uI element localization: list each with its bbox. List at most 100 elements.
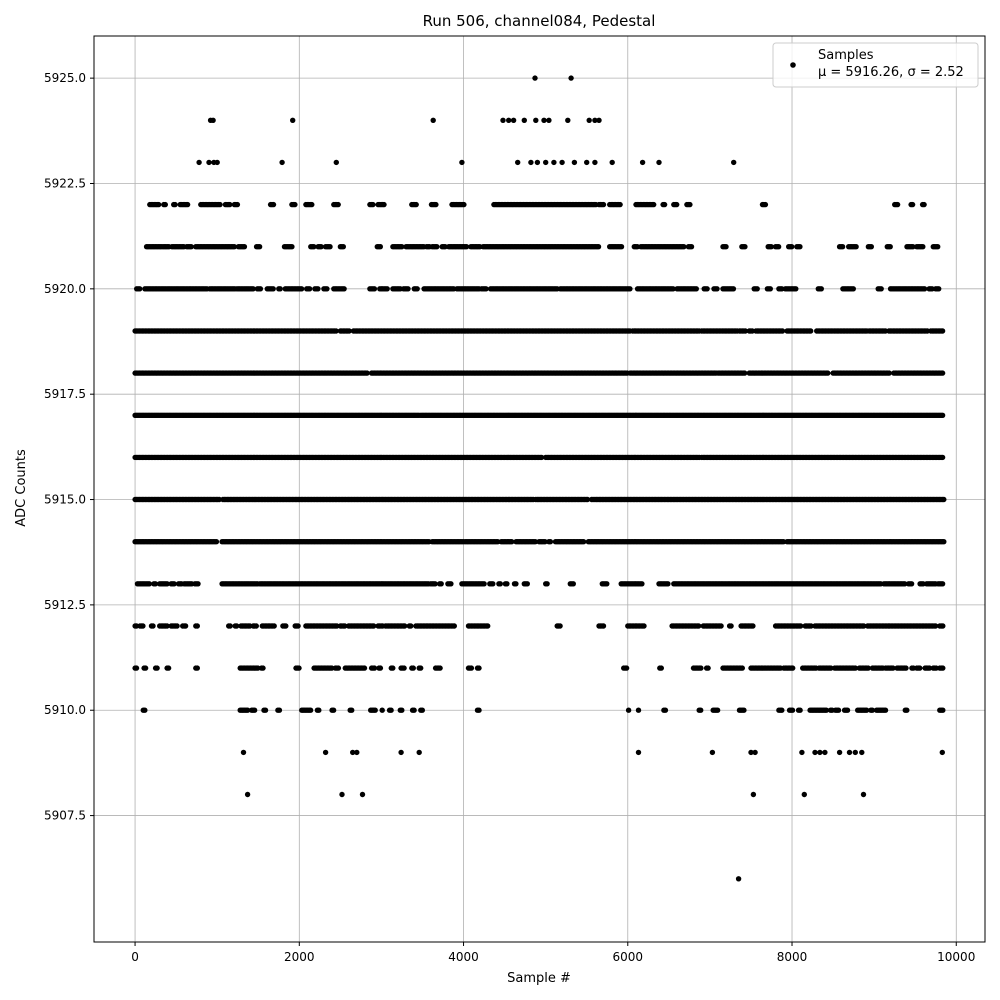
data-point xyxy=(370,201,376,208)
data-point xyxy=(797,244,803,250)
data-point xyxy=(627,286,633,292)
data-point xyxy=(433,201,439,208)
data-point xyxy=(483,286,489,292)
data-point xyxy=(260,665,266,671)
data-point xyxy=(861,623,867,629)
data-point xyxy=(292,201,298,208)
data-point xyxy=(762,201,769,208)
data-point xyxy=(414,286,420,292)
data-point xyxy=(941,496,947,503)
data-point xyxy=(195,581,201,587)
data-point xyxy=(371,286,378,292)
data-point xyxy=(256,244,263,250)
data-point xyxy=(754,286,760,292)
data-point xyxy=(309,201,315,208)
data-point xyxy=(825,370,831,376)
data-point xyxy=(878,286,884,292)
data-point xyxy=(311,244,317,250)
data-point xyxy=(793,286,799,292)
data-point xyxy=(448,581,454,587)
data-point xyxy=(600,201,607,208)
data-point xyxy=(162,201,168,208)
data-point xyxy=(497,581,503,587)
data-point xyxy=(381,201,387,208)
data-point xyxy=(767,286,773,292)
data-point xyxy=(468,665,475,671)
data-point xyxy=(270,201,277,208)
data-point xyxy=(742,370,748,376)
data-point xyxy=(156,201,162,208)
data-point xyxy=(164,581,170,587)
data-point xyxy=(140,623,146,629)
data-point xyxy=(490,581,496,587)
data-point xyxy=(730,286,737,292)
data-point xyxy=(335,665,342,671)
data-point xyxy=(295,623,301,629)
data-point xyxy=(908,581,915,587)
data-point xyxy=(779,328,786,334)
data-point xyxy=(544,581,550,587)
data-point xyxy=(142,665,149,671)
data-point xyxy=(384,286,390,292)
data-point xyxy=(513,581,519,587)
data-point xyxy=(371,623,377,629)
data-point xyxy=(750,623,756,629)
data-point xyxy=(171,581,177,587)
data-point xyxy=(940,623,946,629)
data-point xyxy=(939,454,946,461)
data-point xyxy=(461,201,467,208)
data-point xyxy=(434,244,440,250)
data-point xyxy=(227,201,233,208)
data-point xyxy=(693,286,699,292)
data-point xyxy=(270,286,276,292)
data-point xyxy=(324,286,330,292)
data-point xyxy=(853,244,859,250)
data-point xyxy=(808,328,814,334)
data-point xyxy=(921,286,928,292)
data-point xyxy=(283,623,289,629)
data-point xyxy=(696,623,702,629)
data-point xyxy=(438,581,444,587)
data-point xyxy=(818,286,824,292)
data-point xyxy=(327,244,333,250)
data-point xyxy=(405,286,411,292)
data-point xyxy=(164,623,170,629)
data-point xyxy=(257,286,264,292)
data-point xyxy=(674,201,680,208)
data-point xyxy=(742,244,748,250)
data-point xyxy=(342,623,348,629)
data-point xyxy=(909,201,916,208)
data-point xyxy=(371,665,378,671)
data-point xyxy=(432,581,438,587)
data-point xyxy=(296,665,302,671)
data-point xyxy=(939,412,946,418)
data-point xyxy=(341,286,347,292)
data-point xyxy=(277,286,283,292)
chart-title: Run 506, channel084, Pedestal xyxy=(423,12,656,30)
data-point xyxy=(775,244,782,250)
data-point xyxy=(932,623,939,629)
data-point xyxy=(401,665,407,671)
data-point xyxy=(250,286,256,292)
data-point xyxy=(377,244,383,250)
data-point xyxy=(315,286,321,292)
data-point xyxy=(718,623,724,629)
data-point xyxy=(789,244,795,250)
data-point xyxy=(390,665,396,671)
data-point xyxy=(532,539,538,545)
data-point xyxy=(333,328,339,334)
data-point xyxy=(850,286,856,292)
data-point xyxy=(941,539,947,545)
data-point xyxy=(402,623,408,629)
data-point xyxy=(481,581,487,587)
data-point xyxy=(542,539,548,545)
data-point xyxy=(661,201,668,208)
data-point xyxy=(921,201,927,208)
data-point xyxy=(318,244,324,250)
data-point xyxy=(639,581,645,587)
data-point xyxy=(361,665,368,671)
data-point xyxy=(723,244,729,250)
data-point xyxy=(234,201,241,208)
data-point xyxy=(413,201,419,208)
data-point xyxy=(902,581,908,587)
